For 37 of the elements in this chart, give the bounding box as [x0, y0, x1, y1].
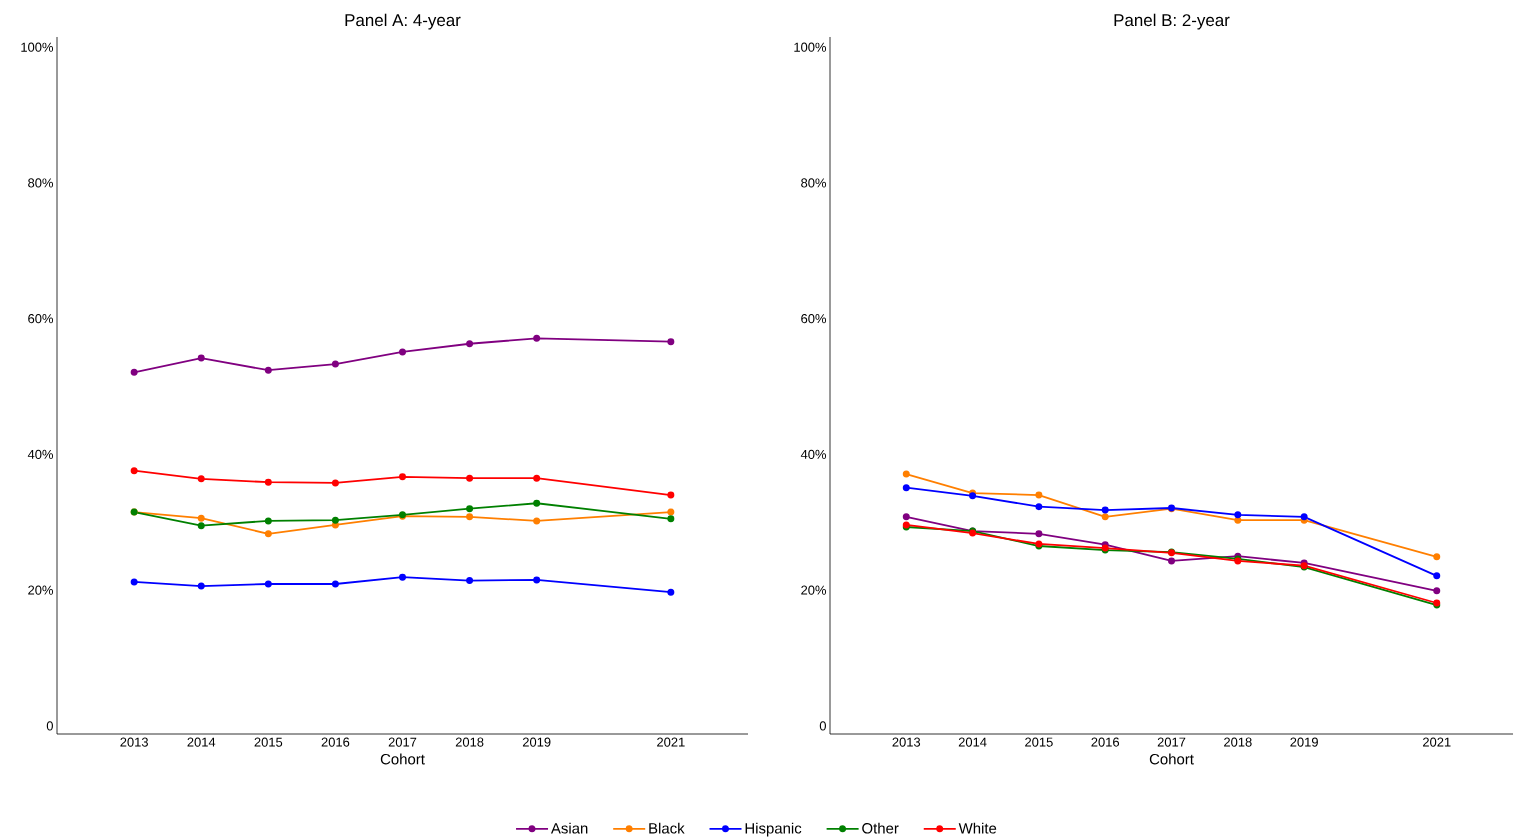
x-tick-label: 2013	[892, 737, 921, 747]
legend-label: Hispanic	[745, 822, 802, 837]
x-tick-label: 2021	[1423, 737, 1451, 747]
x-tick-label: 2018	[1224, 737, 1252, 747]
chart-title: Panel A: 4-year	[345, 13, 461, 30]
y-tick-label: 80%	[801, 178, 827, 188]
x-tick-label: 2017	[388, 737, 417, 747]
x-tick-label: 2014	[958, 737, 987, 747]
y-tick-label: 0	[819, 721, 826, 731]
y-tick-label: 0	[46, 721, 53, 731]
x-tick-label: 2017	[1157, 737, 1186, 747]
legend-label: Other	[862, 822, 899, 834]
y-tick-label: 80%	[28, 178, 54, 188]
y-tick-label: 20%	[28, 585, 54, 595]
y-tick-label: 60%	[28, 314, 54, 324]
y-tick-label: 40%	[800, 449, 827, 459]
legend-label: Black	[649, 822, 685, 834]
x-tick-label: 2016	[321, 737, 350, 747]
y-tick-label: 100%	[21, 42, 54, 52]
x-axis-title: Cohort	[1149, 753, 1194, 765]
x-axis-title: Cohort	[380, 753, 425, 765]
y-tick-label: 100%	[794, 42, 827, 52]
legend-label: White	[958, 822, 997, 834]
y-tick-label: 40%	[27, 449, 54, 459]
x-tick-label: 2021	[657, 737, 685, 747]
x-tick-label: 2013	[120, 737, 148, 747]
y-tick-label: 20%	[801, 585, 827, 595]
y-tick-label: 60%	[801, 314, 827, 324]
x-tick-label: 2016	[1091, 737, 1120, 747]
legend-label: Asian	[550, 822, 588, 834]
x-tick-label: 2018	[455, 737, 484, 747]
x-tick-label: 2014	[187, 737, 216, 747]
x-tick-label: 2019	[1290, 737, 1318, 747]
chart-title: Panel B: 2-year	[1114, 13, 1230, 30]
x-tick-label: 2015	[1025, 737, 1053, 747]
x-tick-label: 2015	[254, 737, 283, 747]
x-tick-label: 2019	[522, 737, 551, 747]
